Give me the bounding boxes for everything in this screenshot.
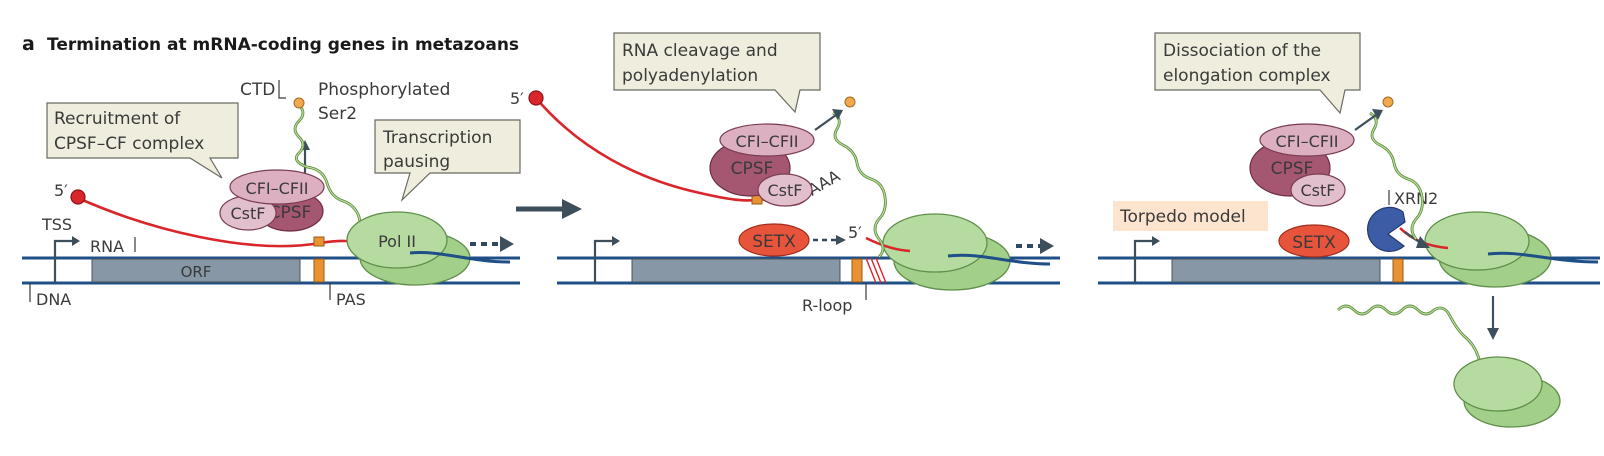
pol2-upper-lobe-2 <box>882 213 988 273</box>
callout-torpedo <box>1113 201 1268 231</box>
rna-5prime-cap <box>70 189 86 205</box>
phospho-arrowhead-2 <box>832 109 843 120</box>
cleavage-line-2: polyadenylation <box>622 66 758 86</box>
rloop-label: R-loop <box>802 296 852 315</box>
setx-blob <box>738 223 810 257</box>
rna-exit-3 <box>1487 251 1599 264</box>
dissociation-line-1: Dissociation of the <box>1163 41 1321 61</box>
phospho-label-1: Phosphorylated <box>318 80 450 100</box>
cleavage-line-1: RNA cleavage and <box>622 41 778 61</box>
pas-box-3 <box>1392 258 1404 283</box>
rna-exit <box>409 251 511 264</box>
ctd-leader <box>278 80 286 99</box>
cpsf-label-3: CPSF <box>1271 159 1314 179</box>
five-prime-label-3: 5′ <box>510 89 524 108</box>
cstf-label-2: CstF <box>768 181 803 200</box>
tss-arrow-2 <box>593 239 612 283</box>
five-prime-label-2: 5′ <box>848 223 862 242</box>
setx-label-3: SETX <box>1292 233 1336 253</box>
setx-arrowhead <box>836 235 846 245</box>
cfi-cfii-label-3: CFI–CFII <box>1276 132 1339 151</box>
pol2-direction-arrowhead <box>500 236 514 252</box>
orf-label: ORF <box>181 263 212 281</box>
cfi-cfii-blob-3 <box>1259 123 1355 157</box>
phospho-label-2: Ser2 <box>318 104 357 124</box>
cstf-blob-3 <box>1290 173 1346 207</box>
cfi-cfii-label-2: CFI–CFII <box>736 132 799 151</box>
setx-blob-3 <box>1278 224 1350 258</box>
xrn2-arrowhead <box>1416 236 1430 248</box>
rna-downstream-fragment <box>865 236 911 253</box>
setx-label: SETX <box>752 232 796 252</box>
orf-box <box>91 258 301 283</box>
orf-box-3 <box>1171 258 1381 283</box>
cfi-cfii-blob <box>229 169 325 205</box>
xrn2-pacman <box>1366 206 1406 253</box>
panel-transition-arrowhead <box>562 199 582 219</box>
orf-box-2 <box>631 258 841 283</box>
ctd-label: CTD <box>240 80 275 100</box>
panel-1: ORF TSS DNA RNA PAS 5′ CTD Phosphorylate… <box>22 80 521 309</box>
rna-pas-marker <box>313 236 325 247</box>
callout-pausing <box>374 119 521 203</box>
panel-2: R-loop 5′ SETX 5′ AAA CPSF CFI–CFII CstF <box>510 32 1060 315</box>
r-loop-strands <box>865 257 887 284</box>
cfi-cfii-blob-2 <box>719 123 815 157</box>
cpsf-label-2: CPSF <box>731 159 774 179</box>
phospho-ser2-dot <box>293 97 305 109</box>
recruitment-line-1: Recruitment of <box>54 109 181 129</box>
cstf-label-3: CstF <box>1301 181 1336 200</box>
phospho-arrowhead-3 <box>1372 109 1383 120</box>
released-pol2-upper-lobe <box>1453 356 1543 412</box>
phospho-arrow-2 <box>814 114 837 131</box>
tss-arrowhead-3 <box>1152 236 1160 246</box>
phospho-arrow-3 <box>1354 114 1377 131</box>
cstf-label: CstF <box>231 204 266 223</box>
phospho-ser2-dot-3 <box>1382 96 1394 108</box>
cleaved-rna-strand <box>535 97 761 202</box>
dna-label: DNA <box>36 290 71 309</box>
pas-box <box>313 258 325 283</box>
pol2-label: Pol II <box>378 232 416 251</box>
pausing-line-1: Transcription <box>382 128 492 148</box>
released-ctd-tail <box>1337 304 1481 375</box>
rna-5prime-cap-2 <box>528 90 544 106</box>
cstf-blob-2 <box>757 173 813 207</box>
tss-arrow-3 <box>1133 239 1152 283</box>
pas-label: PAS <box>336 290 366 309</box>
tss-arrow <box>53 239 72 283</box>
tss-arrowhead <box>72 236 80 246</box>
tss-label: TSS <box>41 215 72 234</box>
xrn2-label: XRN2 <box>1394 189 1438 208</box>
pas-box-2 <box>851 258 863 283</box>
cfi-cfii-label: CFI–CFII <box>246 179 309 198</box>
rna-label: RNA <box>90 237 124 256</box>
recruitment-line-2: CPSF–CF complex <box>54 134 204 154</box>
cpsf-label: CPSF <box>269 203 312 223</box>
tss-arrowhead-2 <box>612 236 620 246</box>
panel-title: Termination at mRNA-coding genes in meta… <box>47 35 519 55</box>
phospho-ser2-dot-2 <box>844 96 856 108</box>
panel-3: XRN2 SETX Torpedo model CPSF CFI–CFII Cs… <box>1098 32 1600 428</box>
five-prime-label: 5′ <box>54 181 68 200</box>
dissociation-arrowhead <box>1487 328 1499 340</box>
rna-exit-2 <box>947 253 1051 266</box>
pol2-direction-arrowhead-2 <box>1040 238 1054 254</box>
callout-recruitment <box>46 102 239 179</box>
torpedo-label: Torpedo model <box>1119 207 1246 227</box>
callout-cleavage <box>613 32 821 114</box>
dissociation-line-2: elongation complex <box>1163 66 1331 86</box>
callout-dissociation <box>1154 32 1361 115</box>
pol2-upper-lobe-3 <box>1424 211 1530 271</box>
pausing-line-2: pausing <box>383 152 450 172</box>
panel-letter: a <box>22 33 35 55</box>
